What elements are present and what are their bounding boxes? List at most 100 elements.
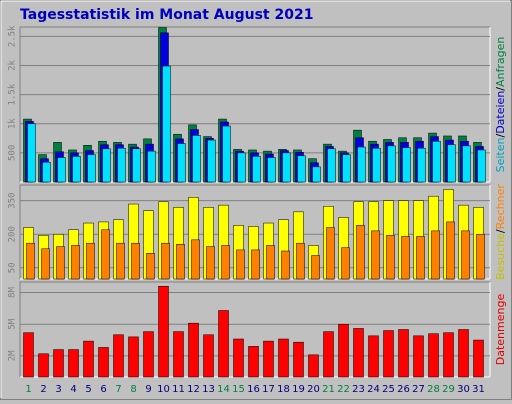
bar (357, 146, 366, 183)
bar (293, 341, 304, 378)
bar (161, 242, 170, 280)
bar (297, 155, 306, 183)
x-tick-label: 31 (472, 384, 485, 395)
x-tick-label: 11 (172, 384, 185, 395)
y-tick-label: 50 (8, 262, 18, 273)
x-tick-label: 10 (157, 384, 170, 395)
x-tick-label: 26 (397, 384, 410, 395)
x-tick-label: 30 (457, 384, 470, 395)
x-tick-label: 28 (427, 384, 440, 395)
bar (222, 125, 231, 183)
bar (248, 346, 259, 378)
bar (86, 242, 95, 280)
bar (416, 236, 425, 280)
bar (128, 336, 139, 378)
bar (473, 339, 484, 378)
bar (72, 156, 81, 183)
bar (162, 65, 171, 183)
bar (458, 329, 469, 378)
x-tick-label: 12 (187, 384, 200, 395)
bar (371, 230, 380, 280)
bar (398, 329, 409, 378)
bar (101, 229, 110, 280)
bar (476, 233, 485, 280)
y-axis-label: Seiten/Dateien/Anfragen (494, 37, 507, 173)
bar (218, 310, 229, 378)
y-tick-label: 2.5k (8, 25, 18, 47)
x-tick-label: 21 (322, 384, 335, 395)
bar (266, 245, 275, 280)
bar (477, 149, 486, 183)
bar (158, 285, 169, 378)
y-tick-label: 1k (8, 118, 18, 129)
x-tick-label: 8 (130, 384, 136, 395)
x-tick-label: 2 (40, 384, 46, 395)
x-tick-label: 14 (217, 384, 230, 395)
x-tick-label: 18 (277, 384, 290, 395)
bar (116, 242, 125, 280)
bar (282, 152, 291, 183)
x-tick-label: 27 (412, 384, 425, 395)
bar (71, 245, 80, 280)
bar (68, 349, 79, 378)
bar (312, 166, 321, 183)
bar (113, 334, 124, 378)
bar (143, 331, 154, 378)
bar (432, 140, 441, 183)
y-axis-label-part: / (494, 134, 507, 138)
chart-title: Tagesstatistik im Monat August 2021 (20, 7, 313, 23)
bar (428, 333, 439, 378)
bar (462, 145, 471, 183)
bar (83, 340, 94, 378)
bar (327, 148, 336, 183)
bar (192, 135, 201, 183)
x-tick-label: 29 (442, 384, 455, 395)
bar (338, 323, 349, 378)
bar (177, 143, 186, 183)
y-axis-label-part: Anfragen (494, 37, 507, 87)
x-tick-label: 3 (55, 384, 61, 395)
bar (117, 147, 126, 183)
bar (87, 154, 96, 183)
bar (342, 154, 351, 183)
y-axis-label-part: Datenmenge (494, 294, 507, 366)
bar (236, 249, 245, 280)
x-tick-label: 6 (100, 384, 106, 395)
x-tick-label: 20 (307, 384, 320, 395)
x-tick-label: 4 (70, 384, 76, 395)
y-axis-label-part: Rechner (494, 184, 507, 230)
bar (386, 235, 395, 280)
bar (308, 354, 319, 378)
x-tick-label: 19 (292, 384, 305, 395)
bar (23, 332, 34, 378)
bar (203, 334, 214, 378)
x-tick-label: 13 (202, 384, 215, 395)
bar (341, 247, 350, 280)
bar (353, 328, 364, 378)
x-tick-label: 9 (145, 384, 151, 395)
bar (311, 255, 320, 280)
bar (296, 242, 305, 280)
bar (27, 123, 36, 183)
bar (146, 253, 155, 280)
bar (147, 150, 156, 183)
y-tick-label: 1.5k (8, 83, 18, 105)
bar (447, 144, 456, 183)
y-tick-label: 350 (8, 193, 18, 209)
bar (278, 338, 289, 378)
y-tick-label: 2M (8, 350, 18, 361)
bar (251, 249, 260, 280)
bar (263, 340, 274, 378)
bar (191, 239, 200, 280)
bar (42, 161, 51, 183)
y-axis-label: Besuche/Rechner (494, 184, 507, 280)
bar (372, 147, 381, 183)
bar (267, 157, 276, 183)
x-tick-label: 1 (25, 384, 31, 395)
bar (237, 152, 246, 183)
x-tick-label: 5 (85, 384, 91, 395)
y-tick-label: 500 (8, 145, 18, 161)
y-tick-label: 8M (8, 287, 18, 298)
